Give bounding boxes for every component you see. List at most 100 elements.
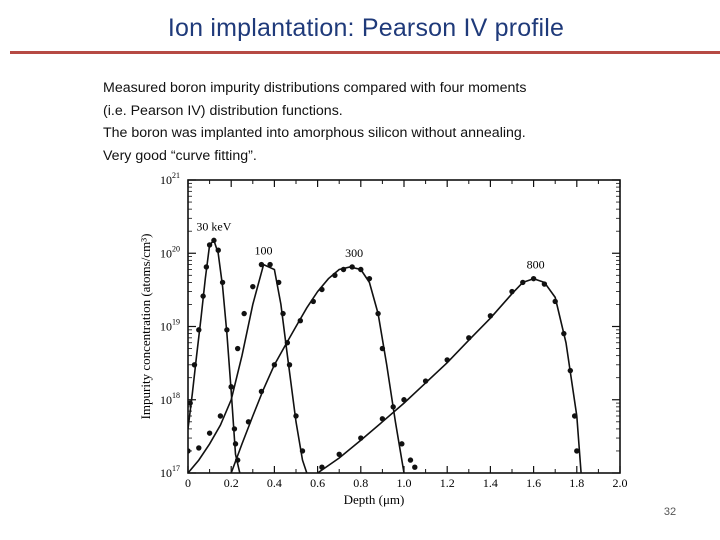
data-point	[466, 335, 472, 341]
data-point	[520, 279, 526, 286]
data-point	[200, 293, 206, 299]
series-label: 30 keV	[196, 219, 231, 233]
series-fit-line	[188, 263, 308, 473]
series-group	[317, 275, 582, 473]
body-line: Measured boron impurity distributions co…	[103, 80, 527, 96]
x-tick-label: 1.8	[569, 476, 584, 490]
series-group	[230, 264, 418, 473]
data-point	[541, 281, 548, 287]
data-point	[232, 441, 239, 447]
data-point	[206, 430, 213, 436]
data-point	[349, 264, 355, 270]
series-fit-line	[188, 238, 241, 473]
y-axis-label: Impurity concentration (atoms/cm³)	[138, 234, 153, 420]
series-label: 300	[345, 246, 363, 260]
series-group	[188, 261, 308, 473]
data-point	[219, 279, 226, 286]
x-tick-label: 0.2	[224, 476, 239, 490]
data-point	[215, 247, 221, 253]
body-line: The boron was implanted into amorphous s…	[103, 125, 526, 141]
data-point	[250, 283, 256, 290]
x-tick-label: 1.6	[526, 476, 541, 490]
body-line: Very good “curve fitting”.	[103, 147, 257, 164]
data-point	[422, 378, 429, 384]
data-point	[188, 448, 191, 454]
series-group	[188, 237, 241, 473]
x-tick-label: 2.0	[613, 476, 628, 490]
data-point	[379, 416, 386, 422]
series-label: 800	[527, 258, 545, 272]
data-point	[280, 310, 286, 317]
data-point	[552, 298, 558, 305]
plot-frame	[187, 179, 621, 474]
slide-body: Measured boron impurity distributions co…	[103, 77, 663, 167]
data-point	[379, 345, 386, 352]
data-point	[258, 261, 265, 268]
data-point	[571, 413, 578, 419]
data-point	[191, 362, 198, 368]
data-point	[293, 413, 299, 419]
data-point	[319, 286, 325, 293]
data-point	[561, 330, 567, 337]
data-point	[211, 237, 217, 244]
data-point	[299, 448, 306, 454]
data-point	[310, 298, 316, 305]
data-point	[234, 345, 241, 352]
body-line: (i.e. Pearson IV) distribution functions…	[103, 102, 343, 119]
data-point	[188, 400, 193, 406]
data-point	[258, 388, 265, 395]
data-point	[375, 310, 381, 317]
page-number: 32	[663, 506, 677, 518]
y-tick-label: 1017	[160, 464, 180, 480]
data-point	[196, 327, 202, 333]
x-tick-label: 0	[185, 476, 191, 490]
x-axis-label: Depth (μm)	[344, 492, 405, 507]
series-label: 100	[254, 244, 272, 258]
data-point	[203, 264, 210, 270]
data-point	[358, 435, 364, 441]
data-point	[487, 313, 494, 319]
x-tick-label: 0.4	[267, 476, 282, 490]
data-point	[407, 457, 414, 463]
data-point	[336, 451, 342, 458]
data-point	[271, 362, 278, 368]
data-point	[196, 445, 202, 451]
data-point	[228, 384, 234, 390]
data-point	[286, 362, 293, 368]
data-point	[366, 275, 373, 282]
data-point	[412, 464, 418, 470]
data-point	[245, 419, 252, 425]
data-point	[444, 357, 450, 363]
x-tick-label: 0.8	[353, 476, 368, 490]
x-tick-label: 1.4	[483, 476, 498, 490]
data-point	[574, 448, 580, 454]
y-tick-label: 1018	[160, 391, 180, 407]
y-tick-label: 1020	[160, 244, 180, 260]
data-point	[231, 426, 238, 432]
slide-title: Ion implantation: Pearson IV profile	[167, 14, 565, 42]
data-point	[267, 261, 273, 268]
series-fit-line	[230, 266, 405, 473]
data-point	[224, 327, 230, 333]
data-point	[567, 367, 574, 374]
x-tick-label: 1.2	[440, 476, 455, 490]
y-tick-label: 1021	[160, 171, 180, 187]
data-point	[319, 464, 325, 470]
data-point	[390, 404, 396, 410]
data-point	[284, 340, 291, 346]
data-point	[206, 242, 213, 248]
x-tick-label: 1.0	[397, 476, 412, 490]
data-point	[358, 266, 364, 273]
data-point	[332, 272, 338, 279]
data-point	[399, 441, 405, 447]
y-tick-label: 1019	[160, 318, 180, 334]
data-point	[241, 310, 247, 317]
data-point	[401, 397, 407, 403]
data-point	[217, 413, 224, 419]
data-point	[530, 275, 537, 282]
data-point	[276, 279, 282, 286]
title-divider	[10, 51, 720, 54]
data-point	[297, 317, 304, 324]
data-point	[509, 288, 515, 295]
